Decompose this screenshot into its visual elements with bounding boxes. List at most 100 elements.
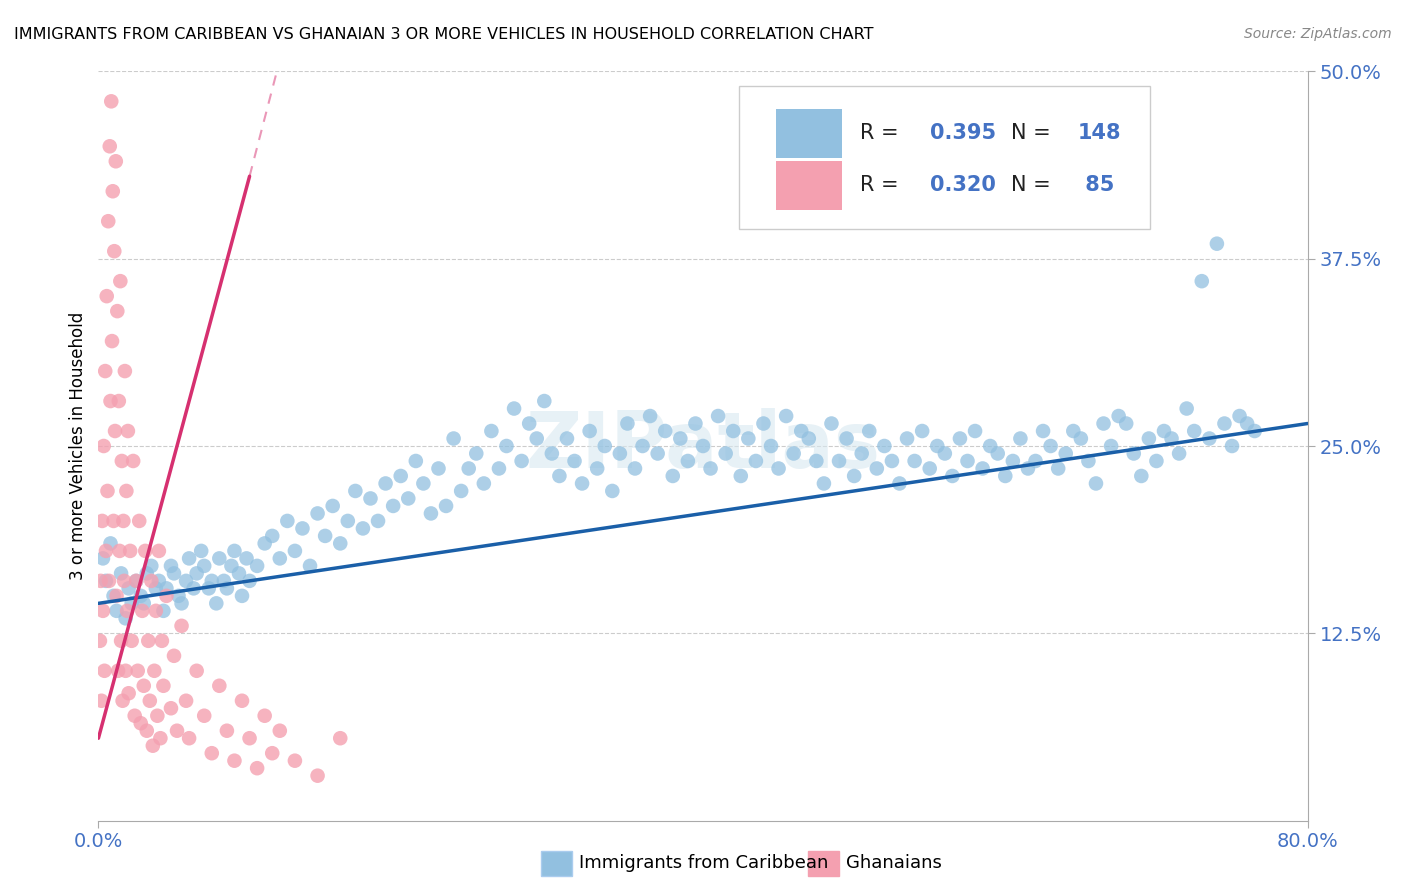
Point xyxy=(1062,424,1084,438)
Point xyxy=(434,499,457,513)
Point xyxy=(118,582,141,596)
Point xyxy=(759,439,782,453)
Point xyxy=(98,139,121,153)
FancyBboxPatch shape xyxy=(776,161,842,210)
Point xyxy=(382,499,405,513)
Point xyxy=(714,446,737,460)
Point xyxy=(602,483,624,498)
Point xyxy=(91,604,114,618)
Point xyxy=(98,574,121,588)
Point xyxy=(253,536,276,550)
Point xyxy=(190,544,212,558)
Point xyxy=(94,364,117,378)
Point xyxy=(221,558,243,573)
Point xyxy=(374,476,396,491)
Point xyxy=(145,604,167,618)
Point xyxy=(100,536,122,550)
Point xyxy=(110,633,132,648)
Point xyxy=(201,574,224,588)
Point xyxy=(624,461,647,475)
Point xyxy=(170,596,193,610)
Point xyxy=(352,521,374,535)
Point xyxy=(96,483,118,498)
Point xyxy=(510,454,533,468)
Point xyxy=(122,454,145,468)
Point xyxy=(972,461,994,475)
Point xyxy=(768,461,790,475)
Point xyxy=(205,596,228,610)
Point xyxy=(160,701,183,715)
Point xyxy=(631,439,654,453)
Point xyxy=(186,566,208,581)
Point xyxy=(246,558,269,573)
Text: Ghanaians: Ghanaians xyxy=(846,855,942,872)
Point xyxy=(828,454,851,468)
Point xyxy=(228,566,250,581)
Point xyxy=(1054,446,1077,460)
Point xyxy=(495,439,517,453)
Point xyxy=(994,469,1017,483)
Point xyxy=(103,244,125,259)
Point xyxy=(1191,274,1213,288)
Point xyxy=(121,596,143,610)
Point xyxy=(163,648,186,663)
Point xyxy=(141,558,163,573)
Point xyxy=(526,432,548,446)
Y-axis label: 3 or more Vehicles in Household: 3 or more Vehicles in Household xyxy=(69,312,87,580)
FancyBboxPatch shape xyxy=(740,87,1150,228)
Point xyxy=(143,664,166,678)
Point xyxy=(564,454,586,468)
Point xyxy=(1182,424,1205,438)
Point xyxy=(389,469,412,483)
Point xyxy=(1032,424,1054,438)
Point xyxy=(141,574,163,588)
Point xyxy=(231,589,253,603)
Point xyxy=(775,409,797,423)
Point xyxy=(578,424,600,438)
Point xyxy=(100,394,122,409)
Point xyxy=(108,394,131,409)
Point xyxy=(186,664,208,678)
Point xyxy=(101,334,124,348)
Point xyxy=(107,664,129,678)
Point xyxy=(163,566,186,581)
Point xyxy=(114,664,136,678)
Point xyxy=(108,544,131,558)
Point xyxy=(443,432,465,446)
Point xyxy=(111,694,134,708)
Point xyxy=(291,521,314,535)
Point xyxy=(1077,454,1099,468)
Point xyxy=(1070,432,1092,446)
Point xyxy=(148,544,170,558)
Point xyxy=(360,491,382,506)
Point xyxy=(1122,446,1144,460)
Point xyxy=(142,739,165,753)
Point xyxy=(134,544,156,558)
Point xyxy=(737,432,759,446)
Point xyxy=(131,604,153,618)
Text: N =: N = xyxy=(1011,175,1057,195)
Point xyxy=(104,154,127,169)
Point xyxy=(1175,401,1198,416)
Point xyxy=(367,514,389,528)
Point xyxy=(427,461,450,475)
Point xyxy=(112,514,135,528)
Point xyxy=(146,708,169,723)
Point xyxy=(193,708,215,723)
Point xyxy=(465,446,488,460)
Point xyxy=(571,476,593,491)
Point xyxy=(1001,454,1024,468)
Point xyxy=(183,582,205,596)
Point xyxy=(115,604,138,618)
Point xyxy=(813,476,835,491)
Point xyxy=(450,483,472,498)
Point xyxy=(105,589,128,603)
Point xyxy=(215,723,238,738)
Point xyxy=(699,461,721,475)
Point xyxy=(851,446,873,460)
Point xyxy=(129,589,152,603)
Point xyxy=(307,769,329,783)
Point xyxy=(269,723,291,738)
Point xyxy=(965,424,987,438)
Point xyxy=(1137,432,1160,446)
